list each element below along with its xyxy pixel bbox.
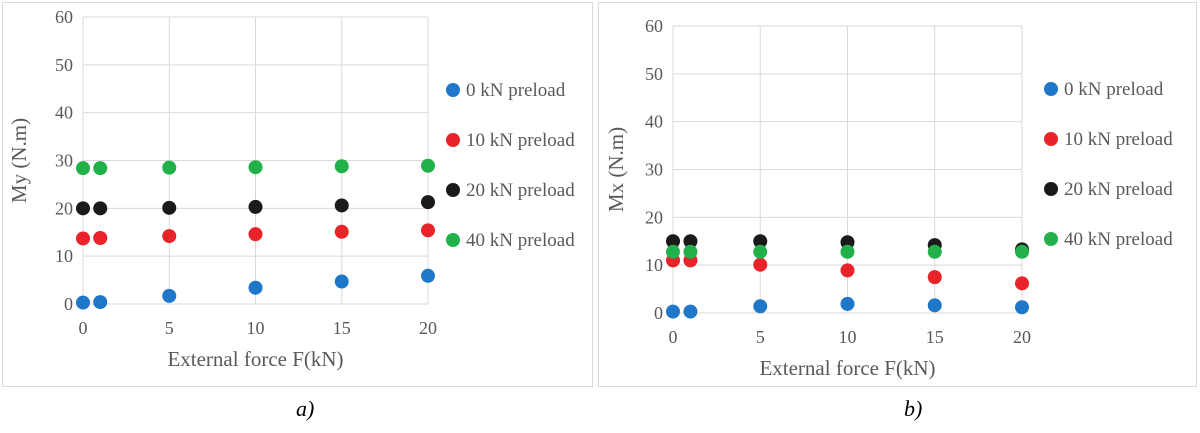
data-point-series-3 <box>840 244 855 259</box>
data-point-series-1 <box>76 231 90 246</box>
x-tick-label: 15 <box>926 327 944 347</box>
legend-marker <box>1044 232 1058 246</box>
data-point-series-1 <box>753 257 768 272</box>
data-point-series-3 <box>683 244 698 259</box>
x-tick-label: 10 <box>839 327 857 347</box>
y-axis-title: Mx (N.m) <box>604 127 628 212</box>
chart-panel-a: 0 10 20 30 40 50 60 0 5 10 15 20 External force F(kN… <box>2 2 593 387</box>
data-point-series-2 <box>753 234 768 249</box>
data-point-series-0 <box>421 268 435 283</box>
data-point-series-1 <box>248 227 263 242</box>
data-point-series-1 <box>927 270 942 285</box>
y-tick-label: 30 <box>55 151 73 171</box>
data-point-series-0 <box>683 304 698 319</box>
data-point-series-3 <box>248 160 263 175</box>
x-tick-label: 5 <box>756 327 765 347</box>
panel-caption-b: b) <box>904 396 923 421</box>
y-tick-label: 0 <box>654 303 663 323</box>
x-tick-label: 10 <box>247 318 265 338</box>
data-point-series-2 <box>683 234 698 249</box>
y-tick-label: 60 <box>55 7 73 27</box>
data-point-series-3 <box>334 159 349 174</box>
data-point-series-1 <box>1015 276 1029 291</box>
legend-marker <box>446 133 460 147</box>
y-tick-label: 40 <box>55 103 73 123</box>
data-point-series-2 <box>248 199 263 214</box>
y-tick-label: 20 <box>645 207 663 227</box>
x-tick-label: 0 <box>79 318 88 338</box>
data-point-series-1 <box>421 223 435 238</box>
y-tick-label: 50 <box>645 64 663 84</box>
chart-b-svg: 0 10 20 30 40 50 60 0 5 10 15 20 External force F(kN… <box>604 16 1173 380</box>
data-point-series-2 <box>93 201 108 216</box>
legend-label: 40 kN preload <box>466 230 575 251</box>
data-point-series-3 <box>93 161 108 176</box>
y-tick-label: 40 <box>645 112 663 132</box>
x-tick-label: 15 <box>333 318 351 338</box>
legend-label: 20 kN preload <box>466 180 575 201</box>
x-tick-label: 20 <box>1013 327 1031 347</box>
data-point-series-2 <box>162 200 177 215</box>
data-point-series-3 <box>421 158 435 173</box>
x-tick-label: 0 <box>669 327 678 347</box>
legend-label: 40 kN preload <box>1064 229 1173 250</box>
data-point-series-0 <box>162 288 177 303</box>
data-point-series-2 <box>334 198 349 213</box>
y-axis-title: My (N.m) <box>7 118 31 203</box>
data-point-series-2 <box>840 235 855 250</box>
y-tick-label: 10 <box>55 246 73 266</box>
x-tick-label: 5 <box>165 318 174 338</box>
x-tick-label: 20 <box>419 318 437 338</box>
y-tick-label: 50 <box>55 55 73 75</box>
data-point-series-0 <box>248 280 263 295</box>
data-point-series-1 <box>334 224 349 239</box>
data-point-series-0 <box>334 274 349 289</box>
legend-marker <box>1044 182 1058 196</box>
data-point-series-2 <box>421 195 435 210</box>
legend-marker <box>446 83 460 97</box>
data-point-series-0 <box>666 304 680 319</box>
y-tick-label: 10 <box>645 255 663 275</box>
legend-label: 20 kN preload <box>1064 179 1173 200</box>
panel-caption-a: a) <box>296 396 315 421</box>
y-tick-label: 30 <box>645 160 663 180</box>
x-axis-title: External force F(kN) <box>759 356 935 380</box>
data-point-series-0 <box>753 299 768 314</box>
data-point-series-3 <box>76 161 90 176</box>
data-point-series-1 <box>840 263 855 278</box>
legend-label: 0 kN preload <box>466 80 566 101</box>
legend-label: 10 kN preload <box>466 130 575 151</box>
legend-marker <box>1044 82 1058 96</box>
data-point-series-3 <box>753 244 768 259</box>
data-point-series-3 <box>1015 244 1029 259</box>
data-point-series-3 <box>666 244 680 259</box>
x-axis-title: External force F(kN) <box>167 347 343 371</box>
data-point-series-0 <box>1015 300 1029 315</box>
data-point-series-1 <box>162 229 177 244</box>
data-point-series-0 <box>840 296 855 311</box>
y-tick-label: 60 <box>645 16 663 36</box>
data-point-series-1 <box>93 230 108 245</box>
data-point-series-0 <box>76 295 90 310</box>
chart-panel-b: 0 10 20 30 40 50 60 0 5 10 15 20 External force F(kN… <box>598 2 1197 387</box>
data-point-series-0 <box>927 298 942 313</box>
data-point-series-2 <box>76 201 90 216</box>
legend-marker <box>446 183 460 197</box>
chart-a-svg: 0 10 20 30 40 50 60 0 5 10 15 20 External force F(kN… <box>7 7 575 371</box>
y-tick-label: 20 <box>55 198 73 218</box>
data-point-series-2 <box>666 234 680 249</box>
legend-marker <box>446 233 460 247</box>
legend-label: 10 kN preload <box>1064 129 1173 150</box>
legend-label: 0 kN preload <box>1064 79 1164 100</box>
data-point-series-3 <box>927 244 942 259</box>
legend-marker <box>1044 132 1058 146</box>
data-point-series-0 <box>93 295 108 310</box>
y-tick-label: 0 <box>64 294 73 314</box>
data-point-series-3 <box>162 160 177 175</box>
